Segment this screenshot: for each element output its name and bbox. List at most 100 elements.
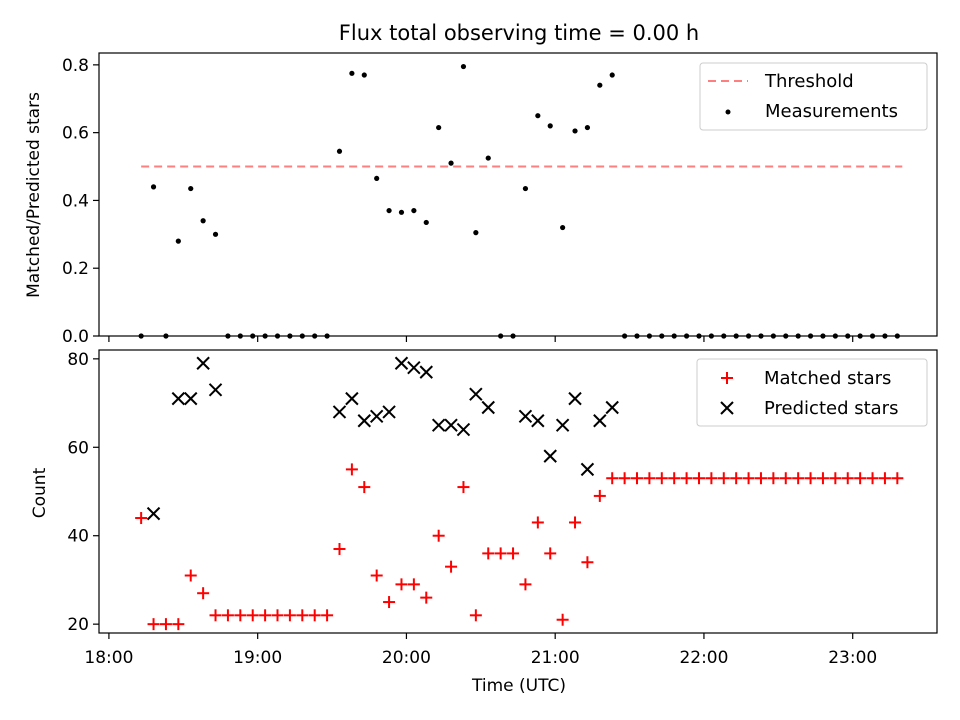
top-panel: Matched/Predicted stars 0.00.20.40.60.8 … (24, 52, 938, 347)
y-tick-label: 0.2 (62, 259, 89, 279)
matched-star-point (407, 578, 420, 591)
x-b (518, 409, 533, 424)
x-tick-label: 19:00 (233, 648, 282, 668)
measurement-point (460, 63, 467, 70)
x-b (369, 409, 384, 424)
matched-star-point (308, 609, 321, 622)
matched-star-point (457, 481, 470, 494)
matched-star-point (593, 489, 606, 502)
measurement-point (175, 238, 181, 244)
matched-star-point (184, 569, 197, 582)
matched-star-point (147, 618, 160, 631)
x-b (456, 422, 471, 437)
measurement-point (473, 230, 479, 236)
predicted-star-point (171, 391, 186, 406)
matched-star-point (259, 609, 272, 622)
measurement-point (597, 82, 603, 88)
matched-star-point (358, 481, 371, 494)
matched-star-point (345, 463, 358, 476)
legend-measurements-label: Measurements (765, 101, 898, 122)
y-tick-label: 0.8 (62, 56, 89, 76)
top-legend: Threshold Measurements (699, 62, 928, 131)
matched-star-point (618, 472, 631, 485)
matched-star-point (779, 472, 792, 485)
matched-star-point (519, 578, 532, 591)
measurement-point (423, 219, 429, 226)
matched-star-point (581, 556, 594, 569)
matched-star-point (816, 472, 829, 485)
measurement-point (188, 185, 194, 192)
predicted-star-point (345, 391, 359, 406)
x-b (469, 387, 483, 401)
top-x-ticks (108, 336, 854, 342)
matched-star-point (556, 613, 569, 626)
matched-star-point (333, 542, 346, 555)
y-tick-label: 20 (67, 615, 89, 635)
matched-star-point (296, 609, 309, 622)
measurement-point (150, 184, 157, 190)
matched-star-point (321, 609, 334, 622)
matched-star-point (730, 472, 743, 485)
matched-star-point (159, 618, 172, 631)
matched-star-point (680, 472, 693, 485)
x-b (431, 418, 446, 432)
matched-star-point (221, 609, 234, 622)
matched-star-point (395, 578, 408, 591)
measurement-point (200, 218, 206, 224)
matched-star-point (767, 472, 780, 485)
matched-star-point (283, 609, 296, 622)
predicted-star-point (518, 409, 533, 424)
predicted-star-point (531, 414, 545, 428)
matched-star-point (655, 472, 668, 485)
matched-star-point (271, 609, 284, 622)
x-b (481, 400, 495, 415)
predicted-star-point (146, 506, 161, 521)
matched-star-point (197, 587, 210, 600)
predicted-star-point (431, 418, 446, 432)
matched-star-point (606, 472, 619, 485)
bottom-y-axis: 20 40 60 80 (67, 350, 99, 635)
legend-predicted-marker (720, 401, 734, 415)
x-tick-label: 21:00 (531, 648, 580, 668)
predicted-star-point (332, 405, 347, 419)
measurement-point (374, 175, 380, 182)
measurement-point (572, 128, 578, 134)
predicted-star-point (543, 449, 557, 463)
bottom-x-axis: 18:00 19:00 20:00 21:00 22:00 23:00 (84, 633, 877, 668)
matched-star-point (891, 472, 904, 485)
legend-matched-label: Matched stars (764, 368, 891, 389)
bottom-ylabel: Count (30, 467, 50, 518)
matched-star-point (246, 609, 259, 622)
matched-star-point (544, 547, 557, 560)
measurement-point (547, 123, 553, 129)
matched-star-point (445, 560, 458, 573)
measurement-point (398, 209, 405, 215)
measurement-point (485, 155, 491, 161)
matched-star-point (754, 472, 767, 485)
y-tick-label: 0.0 (62, 327, 89, 347)
predicted-star-point (208, 383, 223, 397)
matched-star-point (172, 618, 185, 631)
matched-star-point (469, 609, 482, 622)
matched-star-point (705, 472, 718, 485)
predicted-star-point (593, 414, 607, 428)
y-tick-label: 0.4 (62, 191, 89, 211)
matched-star-point (631, 472, 644, 485)
matched-star-point (383, 596, 396, 609)
x-b (394, 356, 409, 370)
x-b (531, 414, 545, 428)
measurement-point (448, 160, 454, 166)
x-b (580, 462, 595, 477)
matched-star-point (742, 472, 755, 485)
top-legend-box (699, 62, 928, 131)
x-b (357, 414, 371, 428)
y-tick-label: 0.6 (62, 124, 89, 144)
x-b (146, 506, 161, 521)
x-tick-label: 20:00 (382, 648, 431, 668)
bottom-legend-box (696, 358, 928, 427)
matched-star-point (482, 547, 495, 560)
legend-threshold-label: Threshold (764, 71, 854, 92)
predicted-star-point (196, 356, 210, 370)
top-y-axis: 0.0 0.2 0.4 0.6 0.8 (62, 56, 99, 347)
measurement-point (609, 72, 615, 78)
